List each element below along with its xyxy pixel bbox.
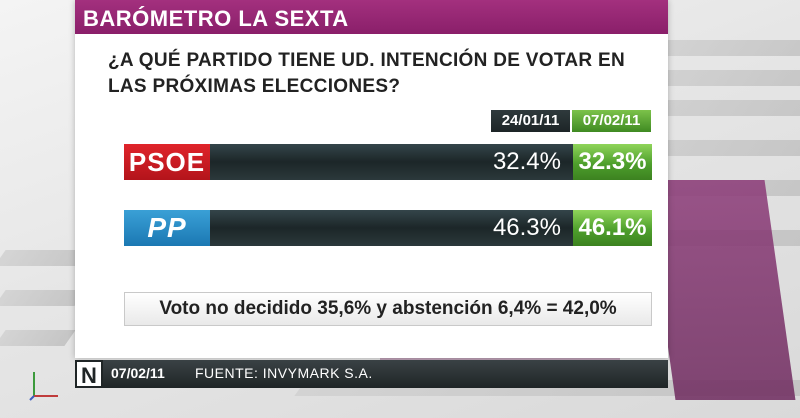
footer-source: FUENTE: INVYMARK S.A. — [195, 365, 373, 381]
undecided-note: Voto no decidido 35,6% y abstención 6,4%… — [124, 292, 652, 326]
psoe-logo: PSOE — [124, 144, 210, 180]
survey-question: ¿A QUÉ PARTIDO TIENE UD. INTENCIÓN DE VO… — [108, 50, 625, 97]
pp-previous-value: 46.3% — [210, 210, 573, 246]
psoe-previous-value: 32.4% — [210, 144, 573, 180]
channel-logo: N — [75, 360, 103, 388]
psoe-current-value: 32.3% — [573, 144, 652, 180]
pp-logo: PP — [124, 210, 210, 246]
page-title: BARÓMETRO LA SEXTA — [83, 6, 349, 31]
footer-bar: N 07/02/11 FUENTE: INVYMARK S.A. — [75, 360, 668, 388]
axis-gizmo-icon — [29, 372, 58, 401]
pp-current-value: 46.1% — [573, 210, 652, 246]
date-current-label: 07/02/11 — [572, 110, 651, 132]
footer-date: 07/02/11 — [111, 365, 165, 381]
date-previous-label: 24/01/11 — [491, 110, 570, 132]
title-bar: BARÓMETRO LA SEXTA — [75, 0, 668, 34]
